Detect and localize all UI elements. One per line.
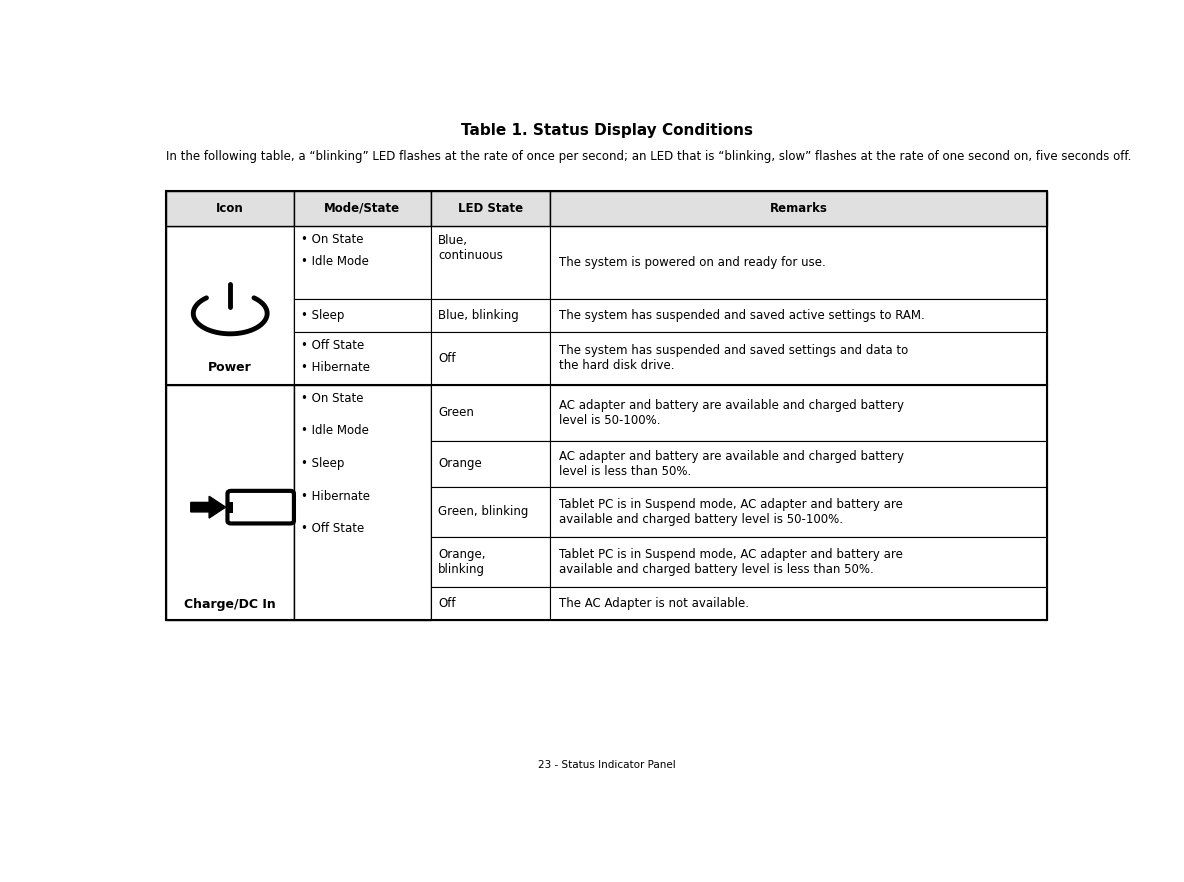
Bar — [431, 226, 549, 299]
Bar — [549, 332, 1048, 385]
Bar — [431, 385, 549, 441]
Text: The system has suspended and saved settings and data to
the hard disk drive.: The system has suspended and saved setti… — [559, 345, 908, 372]
Text: • Off State: • Off State — [302, 522, 365, 535]
Bar — [549, 537, 1048, 587]
Text: Remarks: Remarks — [770, 202, 828, 215]
Text: 23 - Status Indicator Panel: 23 - Status Indicator Panel — [538, 760, 676, 770]
Bar — [549, 385, 1048, 441]
Text: Blue, blinking: Blue, blinking — [438, 310, 519, 322]
Text: Orange,
blinking: Orange, blinking — [438, 549, 485, 576]
Text: AC adapter and battery are available and charged battery
level is 50-100%.: AC adapter and battery are available and… — [559, 399, 903, 427]
Text: • Sleep: • Sleep — [302, 310, 345, 322]
Text: • On State: • On State — [302, 233, 363, 246]
Text: Table 1. Status Display Conditions: Table 1. Status Display Conditions — [461, 123, 753, 138]
Bar — [230, 502, 233, 512]
Text: Orange: Orange — [438, 457, 482, 470]
Bar — [549, 487, 1048, 537]
Text: • Idle Mode: • Idle Mode — [302, 424, 369, 437]
Polygon shape — [191, 497, 226, 518]
Bar — [166, 226, 294, 385]
Bar — [549, 441, 1048, 487]
Text: Blue,
continuous: Blue, continuous — [438, 235, 503, 262]
FancyBboxPatch shape — [227, 491, 294, 523]
Bar — [431, 441, 549, 487]
Bar — [294, 226, 431, 299]
Text: Tablet PC is in Suspend mode, AC adapter and battery are
available and charged b: Tablet PC is in Suspend mode, AC adapter… — [559, 498, 902, 526]
Bar — [431, 537, 549, 587]
Text: • Idle Mode: • Idle Mode — [302, 255, 369, 267]
Bar — [226, 502, 231, 512]
Text: Green, blinking: Green, blinking — [438, 505, 528, 519]
Bar — [294, 299, 431, 332]
Bar — [294, 385, 431, 620]
Bar — [294, 332, 431, 385]
Bar — [431, 587, 549, 620]
Bar — [294, 191, 431, 226]
Text: Tablet PC is in Suspend mode, AC adapter and battery are
available and charged b: Tablet PC is in Suspend mode, AC adapter… — [559, 549, 902, 576]
Text: Power: Power — [208, 361, 252, 374]
Text: Green: Green — [438, 407, 474, 419]
Text: Icon: Icon — [217, 202, 244, 215]
Bar — [549, 299, 1048, 332]
Bar — [431, 191, 549, 226]
Text: • Hibernate: • Hibernate — [302, 361, 371, 373]
Bar — [166, 191, 294, 226]
Text: AC adapter and battery are available and charged battery
level is less than 50%.: AC adapter and battery are available and… — [559, 450, 903, 478]
Bar — [166, 191, 1048, 620]
Bar — [549, 226, 1048, 299]
Text: Mode/State: Mode/State — [324, 202, 400, 215]
Text: • Sleep: • Sleep — [302, 457, 345, 470]
Text: Off: Off — [438, 352, 456, 365]
Text: Charge/DC In: Charge/DC In — [185, 598, 276, 611]
Text: Off: Off — [438, 597, 456, 610]
Text: • Hibernate: • Hibernate — [302, 490, 371, 503]
Bar — [431, 332, 549, 385]
Text: In the following table, a “blinking” LED flashes at the rate of once per second;: In the following table, a “blinking” LED… — [166, 150, 1132, 163]
Text: The system is powered on and ready for use.: The system is powered on and ready for u… — [559, 257, 825, 269]
Bar — [549, 191, 1048, 226]
Bar — [549, 587, 1048, 620]
Text: LED State: LED State — [457, 202, 522, 215]
Bar — [431, 299, 549, 332]
Text: The AC Adapter is not available.: The AC Adapter is not available. — [559, 597, 748, 610]
Bar — [431, 487, 549, 537]
Text: • On State: • On State — [302, 392, 363, 405]
Bar — [166, 385, 294, 620]
Text: • Off State: • Off State — [302, 339, 365, 352]
Text: The system has suspended and saved active settings to RAM.: The system has suspended and saved activ… — [559, 310, 925, 322]
